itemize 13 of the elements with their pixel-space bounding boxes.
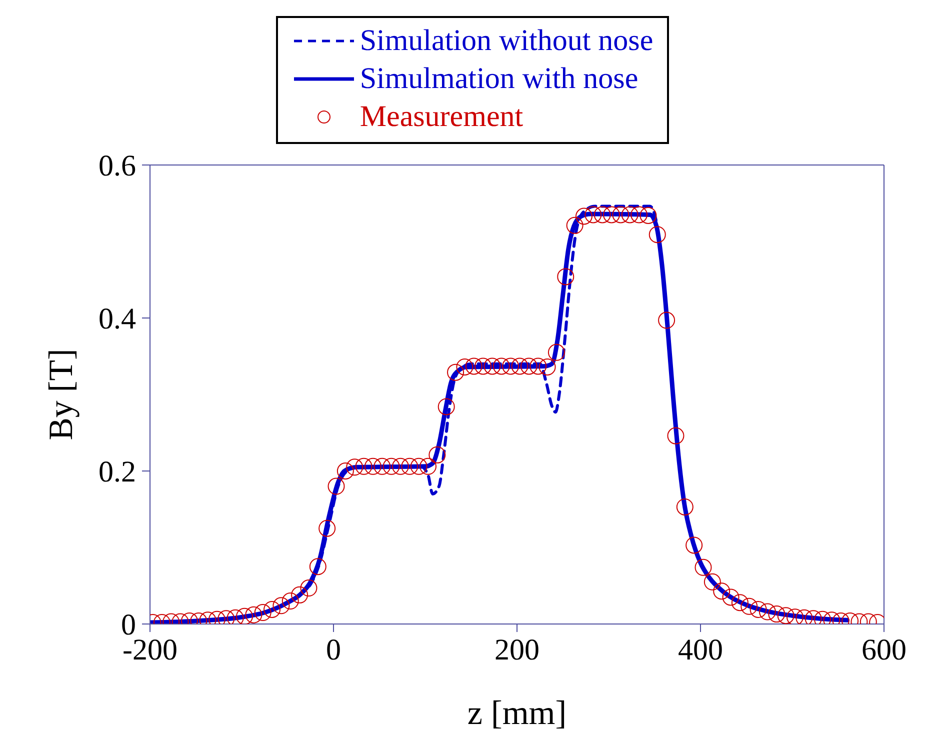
legend-label: Simulmation with nose: [360, 61, 638, 97]
x-tick-label: 0: [326, 633, 341, 666]
y-tick-label: 0.6: [98, 150, 136, 183]
y-tick-label: 0.4: [98, 302, 136, 336]
y-tick-label: 0.2: [98, 456, 136, 489]
legend-label: Measurement: [360, 99, 524, 135]
y-axis-title: By [T]: [43, 348, 80, 440]
y-tick-label: 0: [121, 608, 136, 642]
legend-label: Simulation without nose: [360, 23, 654, 59]
x-tick-label: 400: [678, 633, 723, 666]
x-tick-label: 200: [494, 633, 540, 666]
x-axis-title: z [mm]: [467, 695, 567, 732]
x-tick-label: 600: [862, 633, 906, 666]
